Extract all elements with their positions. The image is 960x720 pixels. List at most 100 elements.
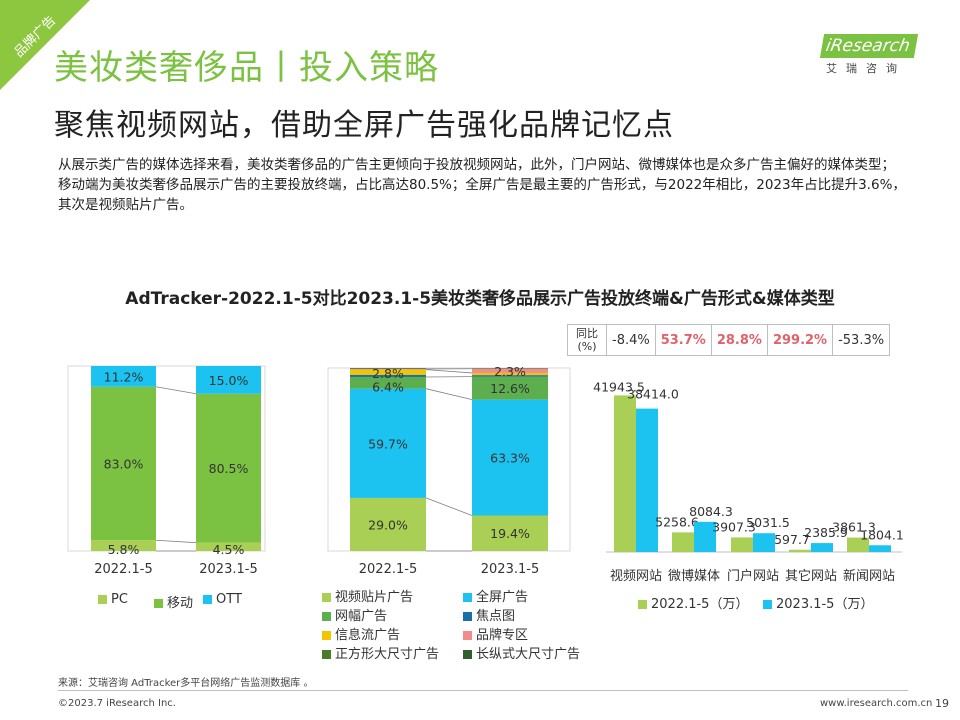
legend-item: 网幅广告: [322, 605, 387, 624]
x-tick-label: 2022.1-5: [94, 562, 152, 577]
legend-item: 品牌专区: [463, 624, 528, 643]
x-tick-label: 其它网站: [785, 568, 837, 584]
connector-line: [425, 388, 473, 401]
data-label: 3861.3: [832, 520, 876, 535]
legend-label: 长纵式大尺寸广告: [476, 647, 581, 662]
data-label: 63.3%: [490, 451, 530, 466]
legend-item: 2022.1-5（万）: [638, 593, 748, 612]
bar-seg-chart2-0-1: [350, 388, 426, 498]
legend-label: PC: [111, 592, 128, 607]
connector-line: [425, 497, 473, 516]
legend-swatch: [322, 650, 331, 659]
x-tick-label: 视频网站: [610, 569, 662, 584]
legend-swatch: [463, 612, 472, 621]
legend-item: PC: [98, 592, 128, 607]
data-label: 11.2%: [104, 369, 144, 384]
data-label: 83.0%: [104, 456, 144, 471]
bar-media-3-1: [811, 543, 833, 552]
bar-seg-chart2-1-5: [472, 368, 548, 373]
bar-seg-chart1-0-2: [91, 366, 156, 387]
data-label: 80.5%: [209, 461, 249, 476]
yoy-value-portal: 28.8%: [710, 324, 768, 356]
data-label: 19.4%: [490, 526, 530, 541]
bar-seg-chart2-1-2: [472, 376, 548, 400]
bar-seg-chart1-0-0: [91, 540, 156, 551]
bar-seg-chart2-1-6: [472, 368, 548, 369]
x-tick-label: 新闻网站: [843, 568, 895, 584]
bar-media-4-0: [847, 537, 869, 552]
intro-paragraph: 从展示类广告的媒体选择来看，美妆类奢侈品的广告主更倾向于投放视频网站，此外，门户…: [58, 157, 906, 213]
yoy-value-news: -53.3%: [832, 324, 891, 356]
legend-swatch: [322, 631, 331, 640]
legend-swatch: [203, 595, 212, 604]
bar-media-1-1: [694, 521, 716, 552]
legend-item: 正方形大尺寸广告: [322, 643, 439, 662]
data-label: 597.7: [774, 532, 810, 547]
data-label: 8084.3: [689, 504, 733, 519]
data-label: 12.6%: [490, 381, 530, 396]
legend-label: 全屏广告: [476, 590, 529, 605]
legend-label: 网幅广告: [335, 609, 388, 624]
legend-label: 移动: [167, 596, 194, 611]
bar-media-2-0: [731, 537, 753, 552]
bar-seg-chart2-1-1: [472, 399, 548, 516]
data-label: 5031.5: [746, 515, 790, 530]
connector-line: [425, 369, 473, 374]
x-tick-label: 门户网站: [727, 568, 779, 584]
bar-media-3-0: [789, 549, 811, 552]
bar-media-0-0: [614, 395, 636, 552]
connector-line: [155, 539, 197, 544]
x-tick-label: 2023.1-5: [481, 562, 539, 577]
legend-swatch: [154, 599, 163, 608]
legend-item: OTT: [203, 592, 242, 607]
page-number: 19: [935, 697, 949, 710]
legend-item: 移动: [154, 592, 193, 611]
yoy-header: 同比(%): [567, 324, 607, 356]
page-title: 美妆类奢侈品丨投入策略: [54, 48, 439, 88]
bar-media-2-1: [753, 533, 775, 552]
legend-label: 2022.1-5（万）: [651, 597, 749, 612]
legend-label: 品牌专区: [476, 628, 529, 643]
legend-label: 正方形大尺寸广告: [335, 647, 440, 662]
yoy-value-video: -8.4%: [606, 324, 656, 356]
yoy-table: 同比(%) -8.4% 53.7% 28.8% 299.2% -53.3%: [567, 324, 891, 356]
x-tick-label: 2023.1-5: [199, 562, 257, 577]
data-label: 29.0%: [368, 517, 408, 532]
legend-item: 焦点图: [463, 605, 515, 624]
x-tick-label: 微博媒体: [668, 569, 720, 584]
legend-swatch: [463, 631, 472, 640]
data-label: 4.5%: [213, 542, 245, 557]
bar-seg-chart1-1-0: [196, 542, 261, 551]
legend-swatch: [463, 593, 472, 602]
data-label: 3907.3: [712, 519, 756, 534]
bar-seg-chart2-0-3: [350, 374, 426, 377]
bar-seg-chart2-0-6: [350, 368, 426, 369]
legend-label: OTT: [216, 592, 242, 607]
data-label: 59.7%: [368, 436, 408, 451]
legend-label: 焦点图: [476, 609, 516, 624]
bar-media-1-0: [672, 532, 694, 552]
x-tick-label: 2022.1-5: [359, 562, 417, 577]
legend-item: 视频贴片广告: [322, 586, 413, 605]
data-label: 5.8%: [108, 542, 140, 557]
data-label: 38414.0: [627, 387, 679, 402]
data-label: 2385.9: [804, 525, 848, 540]
data-label: 2.8%: [372, 366, 404, 381]
legend-label: 信息流广告: [335, 628, 401, 643]
bar-seg-chart1-1-1: [196, 393, 261, 543]
legend-swatch: [98, 595, 107, 604]
legend-label: 2023.1-5（万）: [776, 597, 874, 612]
bar-media-0-1: [636, 408, 658, 552]
yoy-value-other: 299.2%: [766, 324, 834, 356]
legend-swatch: [463, 650, 472, 659]
data-label: 2.3%: [494, 364, 526, 379]
yoy-value-weibo: 53.7%: [654, 324, 712, 356]
bar-media-4-1: [869, 545, 891, 552]
bar-seg-chart2-1-3: [472, 375, 548, 377]
data-label: 41943.5: [593, 379, 645, 394]
legend-label: 视频贴片广告: [335, 590, 414, 605]
data-label: 5258.6: [655, 514, 699, 529]
logo-cn-text: 艾瑞咨询: [826, 62, 906, 75]
legend-item: 全屏广告: [463, 586, 528, 605]
